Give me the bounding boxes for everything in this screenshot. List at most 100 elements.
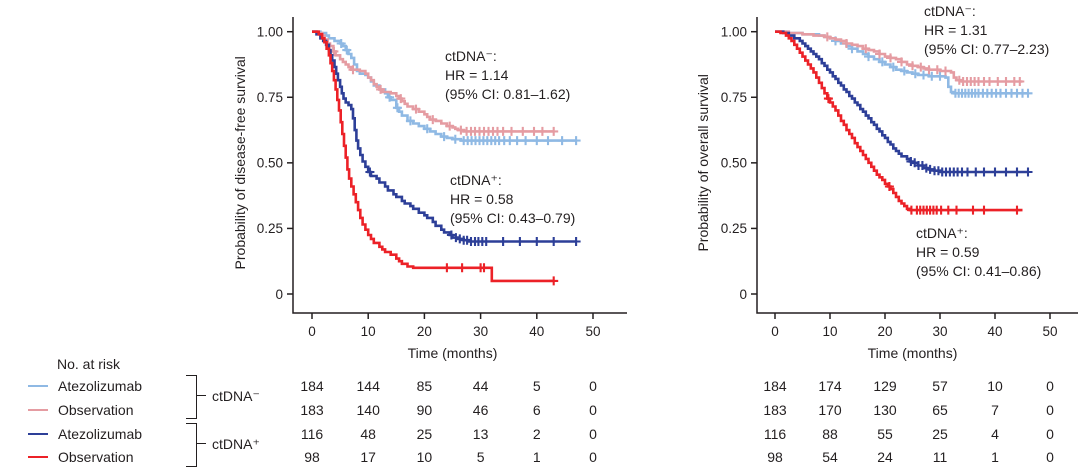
risk-count: 5	[476, 449, 485, 465]
risk-count: 48	[360, 426, 376, 442]
annotation-line: (95% CI: 0.41–0.86)	[916, 263, 1042, 279]
ctdna-pos-bracket-tick	[196, 443, 206, 445]
y-tick-label: 1.00	[257, 25, 283, 40]
x-tick-label: 0	[308, 324, 316, 339]
risk-count: 183	[763, 402, 787, 418]
annotation-line: ctDNA⁺:	[450, 172, 502, 188]
censor-marks-dfs-observation-ctdna-neg	[329, 46, 559, 136]
risk-count: 6	[532, 402, 541, 418]
censor-marks-os-atezolizumab-ctdna-pos	[906, 157, 1033, 177]
y-tick-label: 0.50	[257, 156, 283, 171]
censor-marks-dfs-atezolizumab-ctdna-neg	[336, 39, 581, 146]
curve-dfs-observation-ctdna-pos	[312, 30, 554, 283]
risk-count: 25	[932, 426, 948, 442]
legend-line-observation-ctdna-pos	[28, 455, 48, 458]
risk-count: 0	[1046, 378, 1054, 394]
x-tick-label: 20	[877, 324, 892, 339]
dfs-x-axis-label: Time (months)	[408, 345, 498, 361]
risk-count: 5	[532, 378, 541, 394]
risk-count: 88	[822, 426, 838, 442]
risk-count: 0	[589, 402, 597, 418]
risk-count: 57	[932, 378, 948, 394]
risk-count: 0	[1046, 449, 1054, 465]
risk-count: 144	[356, 378, 380, 394]
risk-count: 54	[822, 449, 838, 465]
risk-legend-title: No. at risk	[57, 356, 121, 372]
ctdna-pos-bracket	[186, 423, 197, 467]
annotation-dfs-ctdna-neg: ctDNA⁻: HR = 1.14 (95% CI: 0.81–1.62)	[445, 47, 570, 104]
legend-label-observation-ctdna-neg: Observation	[58, 402, 134, 418]
x-tick-label: 40	[529, 324, 544, 339]
annotation-line: (95% CI: 0.77–2.23)	[924, 41, 1050, 57]
annotation-line: HR = 0.58	[450, 191, 514, 207]
os-axes	[756, 17, 1078, 314]
y-tick-label: 0.75	[257, 90, 283, 105]
x-tick-label: 20	[417, 324, 432, 339]
annotation-os-ctdna-neg: ctDNA⁻: HR = 1.31 (95% CI: 0.77–2.23)	[924, 2, 1049, 59]
risk-count: 130	[873, 402, 897, 418]
risk-count: 170	[818, 402, 842, 418]
censor-marks-os-atezolizumab-ctdna-neg	[831, 36, 1033, 98]
x-tick-label: 10	[822, 324, 837, 339]
x-tick-label: 30	[932, 324, 947, 339]
risk-count: 116	[763, 426, 787, 442]
y-tick-label: 0.25	[257, 221, 283, 236]
annotation-line: HR = 1.14	[445, 67, 509, 83]
risk-count: 184	[763, 378, 787, 394]
dfs-y-axis-label: Probability of disease-free survival	[232, 56, 248, 269]
risk-count: 24	[877, 449, 893, 465]
y-tick-label: 0.50	[721, 156, 747, 171]
y-tick-label: 0.75	[721, 90, 747, 105]
legend-line-atezolizumab-ctdna-pos	[28, 432, 48, 435]
annotation-line: (95% CI: 0.81–1.62)	[445, 86, 571, 102]
risk-count: 1	[532, 449, 541, 465]
risk-count: 1	[991, 449, 999, 465]
censor-marks-os-observation-ctdna-neg	[822, 32, 1025, 86]
risk-count: 98	[767, 449, 783, 465]
x-tick-label: 10	[361, 324, 376, 339]
y-tick-label: 0.25	[721, 221, 747, 236]
legend-label-atezolizumab-ctdna-neg: Atezolizumab	[58, 378, 143, 394]
risk-count: 7	[991, 402, 999, 418]
annotation-line: (95% CI: 0.43–0.79)	[450, 210, 576, 226]
legend-label-atezolizumab-ctdna-pos: Atezolizumab	[58, 426, 143, 442]
x-tick-label: 40	[987, 324, 1002, 339]
x-tick-label: 50	[585, 324, 600, 339]
risk-count: 13	[472, 426, 489, 442]
curve-os-atezolizumab-ctdna-pos	[775, 30, 1028, 174]
risk-count: 98	[304, 449, 320, 465]
risk-count: 10	[987, 378, 1003, 394]
risk-count: 4	[991, 426, 999, 442]
risk-count: 183	[300, 402, 324, 418]
group-label-ctdna-neg: ctDNA⁻	[212, 388, 260, 404]
risk-count: 2	[532, 426, 541, 442]
risk-count: 46	[472, 402, 489, 418]
risk-count: 11	[932, 449, 948, 465]
legend-line-observation-ctdna-neg	[28, 408, 48, 411]
censor-marks-os-observation-ctdna-pos	[823, 94, 1022, 215]
annotation-line: ctDNA⁻:	[445, 48, 497, 64]
risk-count: 0	[589, 449, 597, 465]
risk-count: 25	[416, 426, 433, 442]
ctdna-neg-bracket-tick	[196, 395, 206, 397]
annotation-line: ctDNA⁻:	[924, 3, 976, 19]
risk-count: 0	[1046, 426, 1054, 442]
y-tick-label: 0	[275, 287, 283, 302]
ctdna-neg-bracket	[186, 375, 197, 419]
annotation-os-ctdna-pos: ctDNA⁺: HR = 0.59 (95% CI: 0.41–0.86)	[916, 224, 1041, 281]
x-tick-label: 50	[1042, 324, 1057, 339]
annotation-line: ctDNA⁺:	[916, 225, 968, 241]
group-label-ctdna-pos: ctDNA⁺	[212, 436, 260, 452]
censor-marks-dfs-atezolizumab-ctdna-pos	[365, 167, 581, 246]
x-tick-label: 0	[771, 324, 779, 339]
annotation-line: HR = 0.59	[916, 244, 980, 260]
legend-label-observation-ctdna-pos: Observation	[58, 449, 134, 465]
risk-count: 10	[416, 449, 433, 465]
risk-count: 0	[1046, 402, 1054, 418]
risk-count: 140	[356, 402, 380, 418]
risk-count: 129	[873, 378, 897, 394]
risk-count: 174	[818, 378, 842, 394]
risk-count: 17	[360, 449, 376, 465]
